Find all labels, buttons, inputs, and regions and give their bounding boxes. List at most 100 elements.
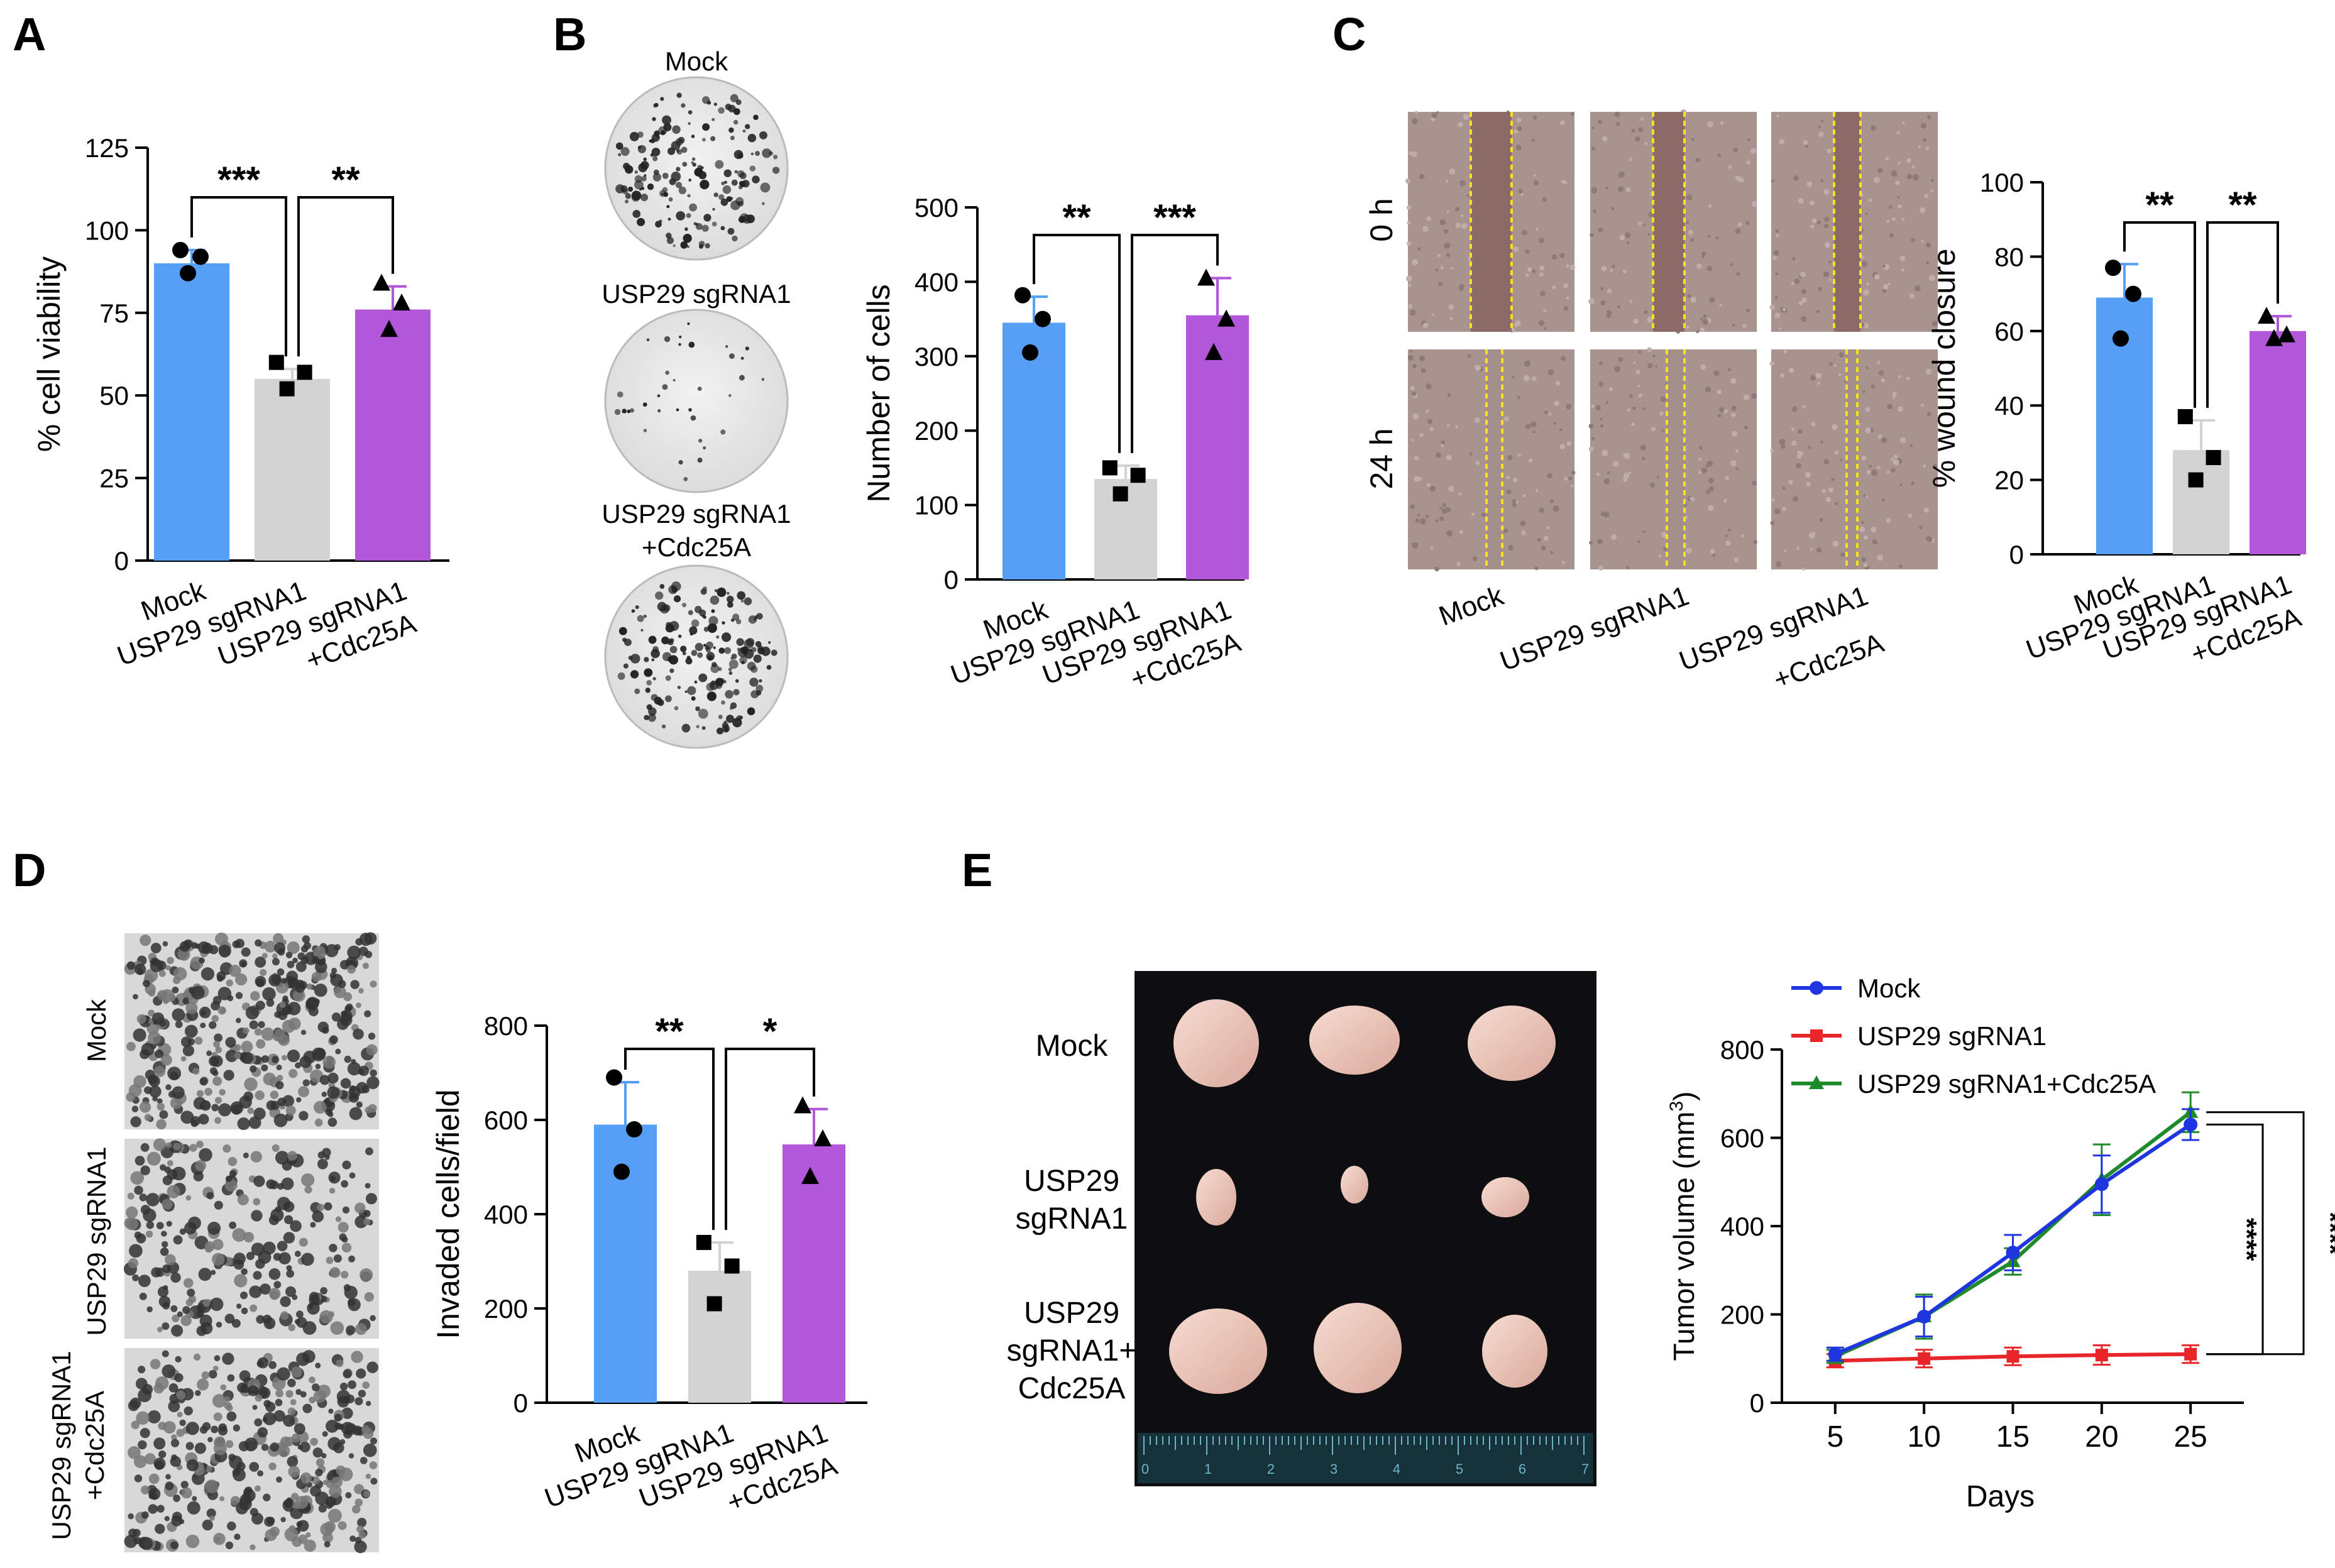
- cell-texture: [1412, 259, 1419, 266]
- invasion-label-mock: Mock: [82, 999, 111, 1062]
- cell-texture: [1640, 117, 1644, 121]
- colony: [683, 234, 692, 243]
- cell-texture: [1871, 527, 1877, 533]
- invaded-cell: [234, 973, 248, 986]
- tumor-cdc-3: [1482, 1315, 1547, 1388]
- invaded-cell: [170, 1272, 181, 1283]
- cell-texture: [1600, 417, 1603, 420]
- invaded-cell: [288, 978, 296, 986]
- cell-texture: [1752, 480, 1757, 486]
- colony: [722, 725, 730, 733]
- colony: [678, 186, 686, 195]
- cell-texture: [1589, 540, 1593, 545]
- cell-texture: [1522, 494, 1527, 498]
- invaded-cell: [310, 1437, 318, 1446]
- cell-texture: [1926, 412, 1931, 417]
- cell-texture: [1631, 422, 1635, 427]
- x-axis-label: Days: [1966, 1480, 2035, 1513]
- invaded-cell: [370, 1437, 377, 1445]
- invaded-cell: [327, 1117, 338, 1127]
- invaded-cell: [204, 1087, 212, 1096]
- invaded-cell: [334, 1422, 342, 1430]
- y-tick-label: 600: [484, 1105, 528, 1135]
- colony: [703, 644, 706, 647]
- colony: [745, 346, 749, 351]
- significance-bracket: [297, 196, 394, 357]
- invaded-cell: [307, 1302, 320, 1315]
- colony: [666, 237, 674, 244]
- invaded-cell: [158, 1450, 167, 1459]
- cell-texture: [1818, 131, 1824, 137]
- invaded-cell: [173, 1143, 181, 1151]
- cell-texture: [1910, 481, 1915, 486]
- invaded-cell: [344, 1055, 352, 1063]
- invaded-cell: [350, 980, 360, 989]
- invaded-cell: [363, 1210, 371, 1217]
- cell-texture: [1419, 173, 1425, 180]
- colony: [687, 194, 691, 198]
- cell-texture: [1701, 251, 1706, 256]
- cell-texture: [1816, 547, 1822, 553]
- invaded-cell: [277, 1097, 287, 1107]
- invaded-cell: [162, 1350, 169, 1357]
- y-axis-label-main: Tumor volume (mm: [1667, 1112, 1700, 1361]
- cell-texture: [1708, 505, 1714, 511]
- colony: [761, 378, 765, 381]
- cell-texture: [1920, 207, 1926, 214]
- colony: [718, 194, 725, 200]
- cell-texture: [1523, 375, 1530, 381]
- cell-texture: [1607, 288, 1612, 293]
- y-tick-label: 20: [1994, 466, 2024, 495]
- y-tick-label: 80: [1994, 242, 2024, 271]
- cell-texture: [1559, 120, 1565, 126]
- colony: [740, 356, 744, 360]
- colony: [762, 148, 772, 158]
- invaded-cell: [268, 1215, 280, 1225]
- cell-texture: [1862, 494, 1866, 498]
- cell-texture: [1736, 176, 1742, 182]
- colony: [651, 147, 661, 156]
- colony: [717, 587, 727, 597]
- invaded-cell: [158, 970, 166, 977]
- invaded-cell: [313, 946, 327, 960]
- invaded-cell: [133, 1028, 146, 1042]
- invaded-cell: [281, 978, 287, 984]
- cell-texture: [1533, 180, 1539, 186]
- cell-texture: [1775, 272, 1779, 276]
- invaded-cell: [140, 1143, 150, 1152]
- invaded-cell: [327, 1072, 339, 1084]
- invaded-cell: [290, 1399, 297, 1406]
- invaded-cell: [206, 1050, 212, 1056]
- cell-texture: [1533, 173, 1536, 177]
- invaded-cell: [232, 1228, 246, 1242]
- invaded-cell: [295, 1310, 304, 1319]
- invaded-cell: [362, 962, 369, 969]
- invaded-cell: [333, 1254, 342, 1263]
- data-point: [724, 1258, 740, 1274]
- colony: [755, 151, 761, 156]
- colony: [669, 178, 676, 185]
- data-point: [1102, 460, 1118, 476]
- invaded-cell: [300, 945, 309, 953]
- ruler-number: 4: [1393, 1461, 1400, 1477]
- cell-texture: [1718, 407, 1725, 413]
- invaded-cell: [280, 1311, 289, 1320]
- colony: [634, 170, 639, 174]
- invasion-label-sgrna: USP29 sgRNA1: [82, 1146, 111, 1335]
- cell-texture: [1773, 249, 1779, 256]
- invaded-cell: [253, 1271, 262, 1280]
- cell-texture: [1467, 354, 1471, 358]
- colony: [622, 408, 627, 414]
- colony: [701, 96, 710, 104]
- cell-texture: [1914, 285, 1921, 292]
- colony: [733, 150, 744, 160]
- cell-texture: [1730, 378, 1737, 384]
- invaded-cell: [233, 1468, 246, 1482]
- invaded-cell: [356, 1525, 365, 1533]
- cell-texture: [1414, 456, 1419, 461]
- invaded-cell: [299, 1056, 312, 1068]
- cell-texture: [1730, 263, 1733, 266]
- invaded-cell: [157, 990, 168, 1001]
- cell-texture: [1820, 179, 1824, 182]
